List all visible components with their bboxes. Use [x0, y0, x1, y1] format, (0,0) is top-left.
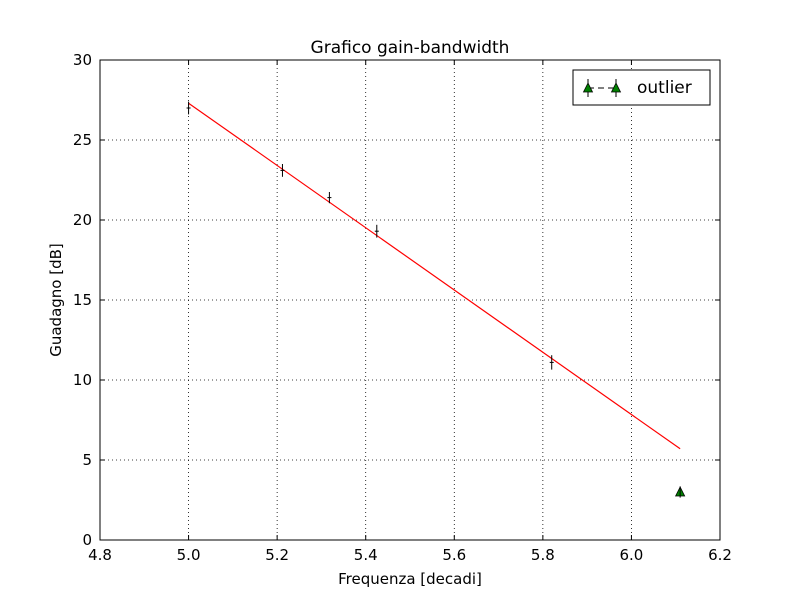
y-tick-label: 15	[73, 291, 92, 309]
legend-marker	[610, 79, 622, 97]
fit-line-group	[188, 102, 681, 450]
chart-title: Grafico gain-bandwidth	[311, 38, 510, 58]
x-tick-label: 5.2	[265, 546, 289, 564]
x-tick-label: 5.0	[177, 546, 201, 564]
legend-outlier-marker	[582, 79, 622, 97]
y-tick-label: 25	[73, 131, 92, 149]
y-tick-label: 10	[73, 371, 92, 389]
data-point	[549, 355, 554, 370]
y-axis-label: Guadagno [dB]	[47, 243, 65, 357]
y-tick-label: 30	[73, 51, 92, 69]
x-tick-label: 5.4	[354, 546, 378, 564]
y-tick-label: 0	[82, 531, 92, 549]
legend: outlier	[572, 69, 711, 106]
data-points	[186, 101, 554, 370]
legend-triangle	[582, 82, 594, 93]
data-point	[327, 192, 332, 204]
x-tick-label: 6.2	[708, 546, 732, 564]
legend-triangle	[610, 82, 622, 93]
data-point	[374, 224, 379, 238]
axis-ticks: 4.8 5.0 5.2 5.4 5.6 5.8 6.0 6.2 0 5 10 15 20 25 30	[73, 51, 732, 564]
grid	[100, 60, 720, 540]
outlier-point	[674, 486, 686, 498]
x-tick-label: 6.0	[619, 546, 643, 564]
data-point	[280, 164, 285, 177]
x-tick-label: 5.8	[531, 546, 555, 564]
legend-box	[572, 69, 711, 106]
legend-marker	[582, 79, 594, 97]
x-axis-label: Frequenza [decadi]	[338, 570, 482, 588]
fit-line	[188, 102, 681, 450]
x-tick-label: 5.6	[442, 546, 466, 564]
outlier-points	[674, 486, 686, 498]
data-point	[186, 101, 191, 115]
y-tick-label: 20	[73, 211, 92, 229]
y-tick-label: 5	[82, 451, 92, 469]
x-tick-label: 4.8	[88, 546, 112, 564]
legend-outlier-label: outlier	[637, 78, 692, 98]
